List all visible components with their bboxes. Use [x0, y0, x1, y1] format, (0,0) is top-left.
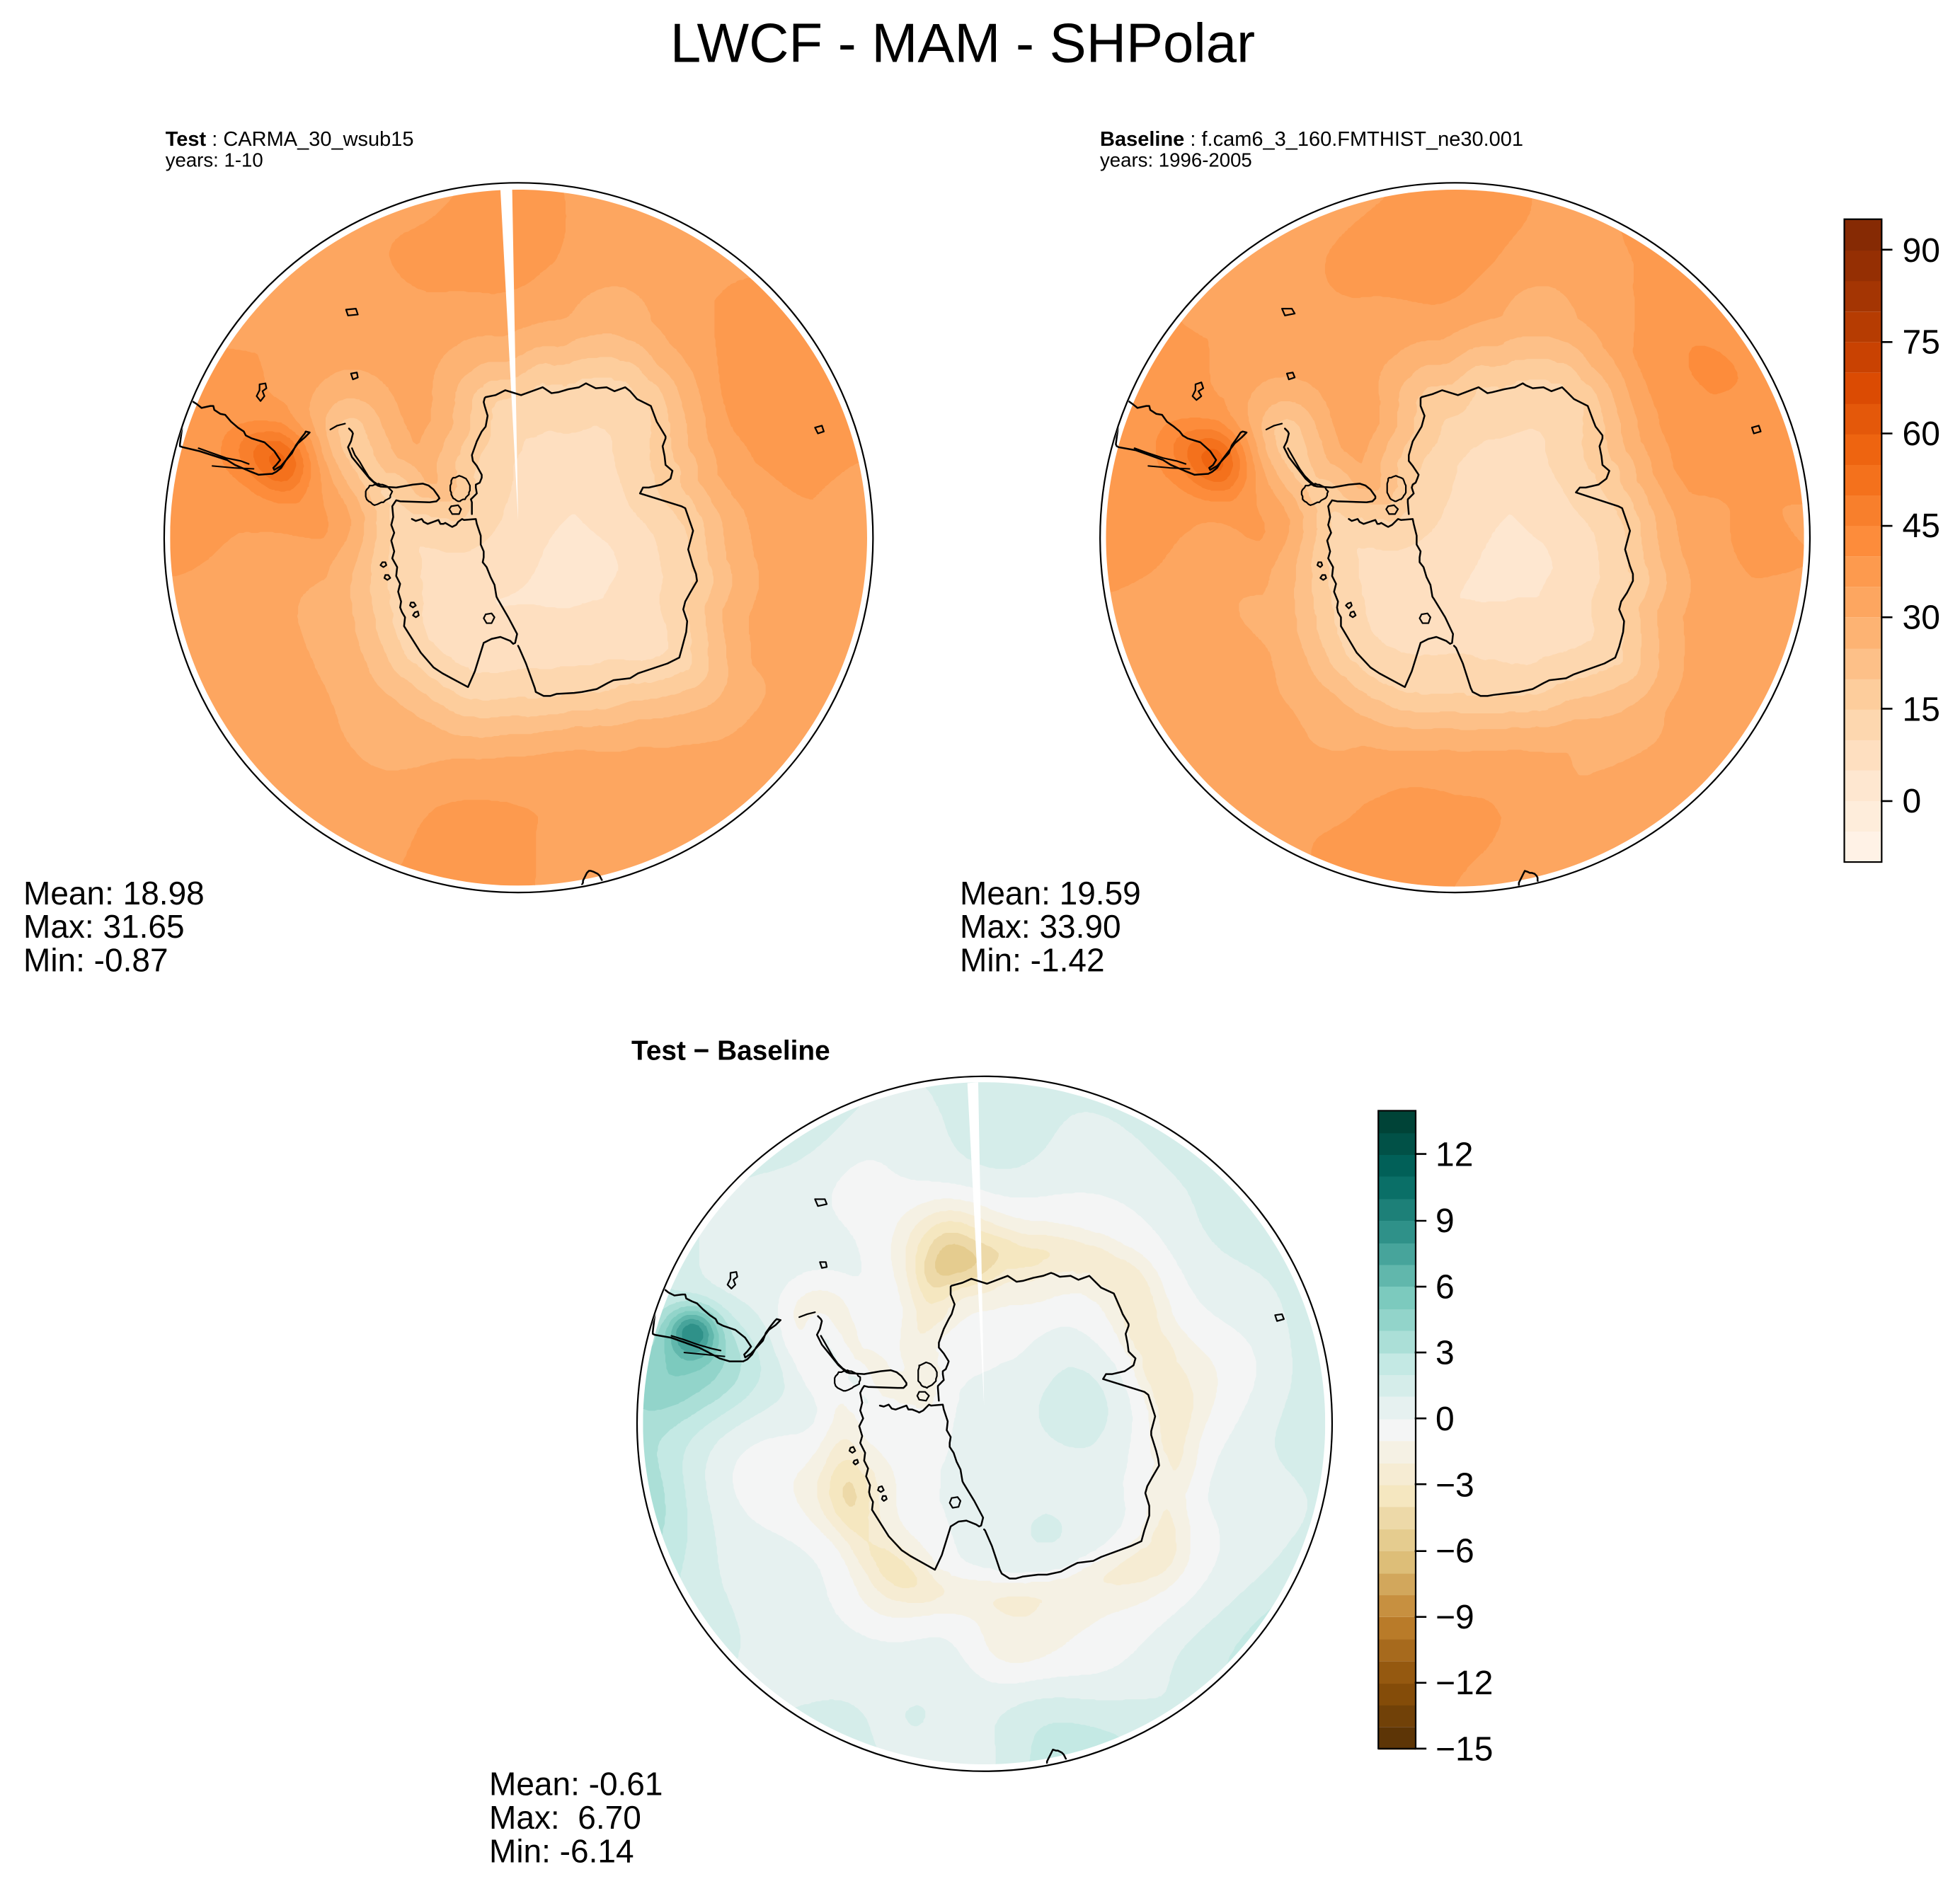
- svg-text:6: 6: [1435, 1268, 1455, 1306]
- svg-text:LWCF - MAM - SHPolar: LWCF - MAM - SHPolar: [670, 12, 1255, 74]
- svg-text:: f.cam6_3_160.FMTHIST_ne30.00: : f.cam6_3_160.FMTHIST_ne30.001: [1184, 128, 1523, 151]
- svg-text:−3: −3: [1435, 1466, 1474, 1504]
- svg-text:Max: 31.65: Max: 31.65: [23, 908, 185, 945]
- svg-text:0: 0: [1435, 1401, 1455, 1438]
- svg-text:Baseline: Baseline: [1100, 128, 1184, 151]
- svg-text:45: 45: [1903, 507, 1940, 545]
- svg-text:years: 1996-2005: years: 1996-2005: [1100, 149, 1252, 171]
- svg-text:Min: -6.14: Min: -6.14: [489, 1833, 634, 1870]
- svg-text:12: 12: [1435, 1137, 1473, 1174]
- svg-text:Test − Baseline: Test − Baseline: [631, 1036, 830, 1067]
- svg-text:Max: 6.70: Max: 6.70: [489, 1799, 641, 1836]
- svg-text:9: 9: [1435, 1202, 1455, 1240]
- svg-text:15: 15: [1903, 691, 1940, 728]
- svg-text:Min: -1.42: Min: -1.42: [960, 942, 1105, 979]
- svg-text:years: 1-10: years: 1-10: [166, 149, 263, 171]
- svg-text:: CARMA_30_wsub15: : CARMA_30_wsub15: [206, 128, 413, 151]
- svg-text:Mean: 19.59: Mean: 19.59: [960, 875, 1141, 912]
- svg-text:−6: −6: [1435, 1533, 1474, 1570]
- svg-text:0: 0: [1903, 783, 1922, 820]
- svg-text:Mean: 18.98: Mean: 18.98: [23, 875, 205, 912]
- svg-text:−15: −15: [1435, 1731, 1493, 1769]
- svg-text:90: 90: [1903, 232, 1940, 270]
- svg-text:Max: 33.90: Max: 33.90: [960, 908, 1121, 945]
- svg-text:30: 30: [1903, 599, 1940, 637]
- svg-text:−12: −12: [1435, 1665, 1493, 1702]
- svg-text:3: 3: [1435, 1335, 1455, 1372]
- svg-text:Min: -0.87: Min: -0.87: [23, 942, 168, 979]
- svg-text:Test: Test: [166, 128, 207, 151]
- svg-text:−9: −9: [1435, 1599, 1474, 1636]
- svg-text:75: 75: [1903, 323, 1940, 361]
- svg-text:Mean: -0.61: Mean: -0.61: [489, 1766, 663, 1803]
- svg-text:60: 60: [1903, 415, 1940, 453]
